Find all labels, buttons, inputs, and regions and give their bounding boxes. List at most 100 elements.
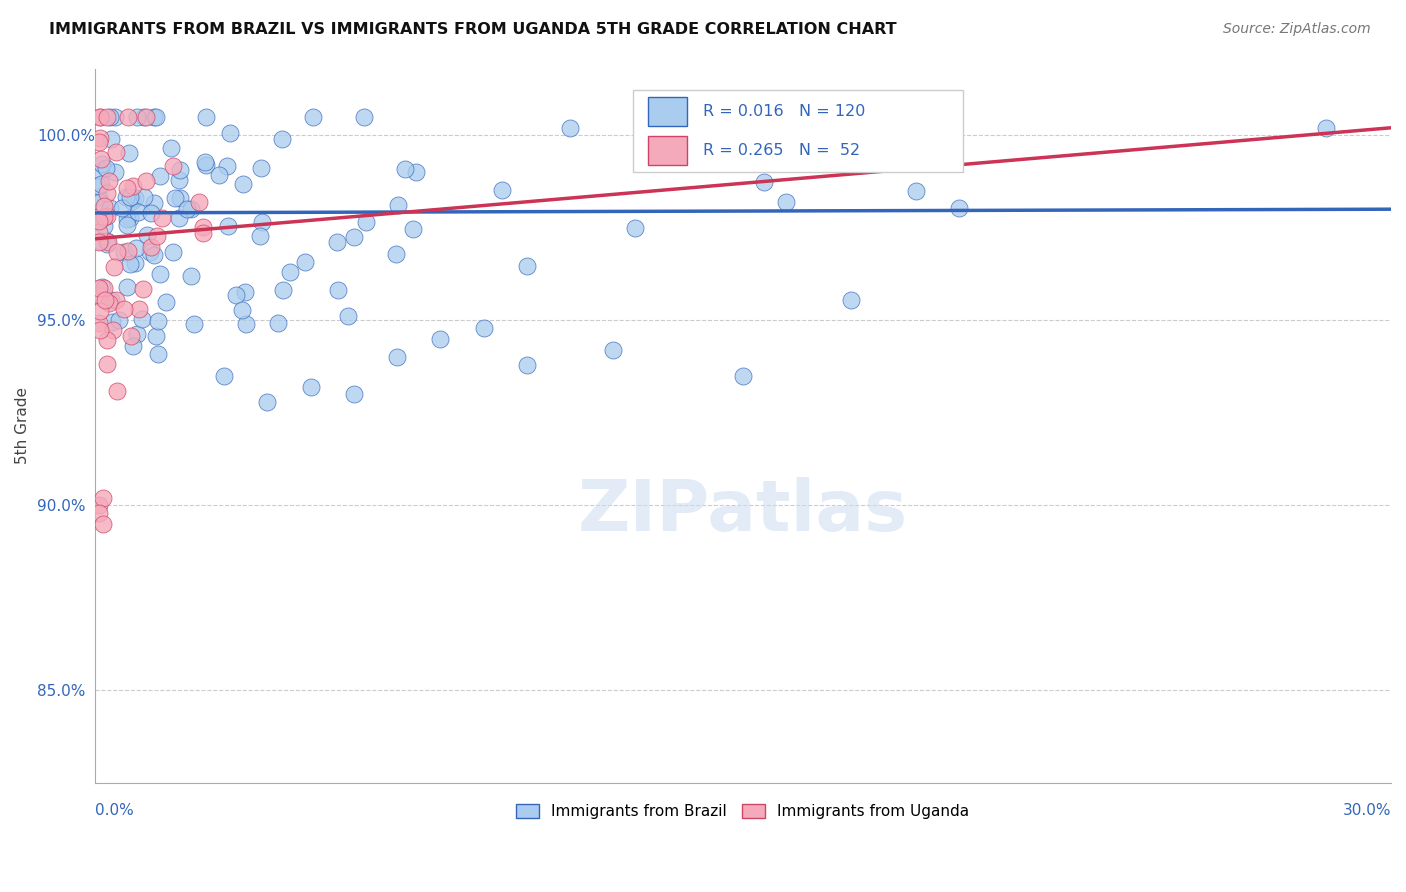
Point: [139, 240, 162, 254]
Point: [136, 227, 159, 242]
Point: [90, 157, 112, 171]
Point: [87, 136, 110, 150]
Point: [294, 254, 316, 268]
Point: [120, 257, 142, 271]
Point: [219, 126, 242, 140]
Point: [135, 110, 157, 124]
Point: [96, 186, 118, 201]
Point: [139, 244, 162, 259]
Point: [754, 176, 776, 190]
Point: [188, 195, 211, 210]
Point: [117, 244, 139, 259]
Point: [117, 211, 139, 226]
Text: R = 0.016   N = 120: R = 0.016 N = 120: [703, 103, 865, 119]
Point: [302, 110, 325, 124]
Bar: [648, 97, 688, 126]
Point: [98, 174, 121, 188]
Point: [176, 202, 198, 217]
Point: [731, 368, 754, 383]
Point: [148, 314, 170, 328]
Point: [385, 246, 408, 260]
Point: [101, 323, 124, 337]
Point: [558, 120, 581, 135]
Point: [87, 316, 110, 330]
Point: [225, 288, 247, 302]
Point: [87, 179, 110, 194]
Point: [149, 169, 172, 183]
Point: [839, 293, 862, 308]
Point: [96, 357, 118, 371]
Point: [516, 259, 538, 273]
Point: [107, 245, 129, 260]
Point: [270, 132, 292, 146]
Point: [233, 285, 256, 299]
Point: [183, 317, 205, 331]
Point: [394, 161, 416, 176]
Point: [117, 110, 139, 124]
Point: [472, 320, 495, 334]
Point: [110, 201, 132, 215]
Point: [132, 110, 155, 124]
Point: [89, 110, 111, 124]
Point: [101, 315, 124, 329]
Point: [100, 293, 122, 307]
Y-axis label: 5th Grade: 5th Grade: [15, 387, 30, 464]
Bar: [648, 136, 688, 165]
Point: [103, 110, 125, 124]
Point: [124, 192, 146, 206]
Point: [120, 211, 142, 226]
Point: [120, 328, 142, 343]
Point: [904, 184, 927, 198]
Point: [193, 154, 215, 169]
Point: [796, 110, 818, 124]
Text: 0.0%: 0.0%: [94, 803, 134, 818]
Point: [115, 181, 138, 195]
Point: [623, 221, 645, 235]
Point: [89, 110, 111, 124]
Point: [87, 281, 110, 295]
Point: [280, 264, 302, 278]
Point: [132, 190, 155, 204]
Point: [169, 191, 191, 205]
Point: [775, 194, 797, 209]
Point: [87, 190, 110, 204]
Point: [103, 260, 125, 274]
Point: [602, 343, 624, 357]
Point: [115, 219, 138, 233]
Point: [142, 248, 165, 262]
Point: [89, 323, 111, 337]
Point: [98, 202, 121, 216]
Point: [131, 312, 153, 326]
Point: [97, 235, 120, 249]
Point: [128, 301, 150, 316]
Point: [169, 163, 191, 178]
Point: [167, 211, 190, 225]
Point: [87, 225, 110, 239]
Point: [96, 209, 118, 223]
Point: [96, 234, 118, 248]
Point: [155, 295, 177, 310]
Point: [87, 499, 110, 513]
Point: [96, 333, 118, 347]
Point: [948, 201, 970, 215]
Point: [405, 165, 427, 179]
Point: [93, 281, 115, 295]
Point: [89, 195, 111, 210]
Point: [162, 159, 184, 173]
Text: 30.0%: 30.0%: [1343, 803, 1391, 818]
Point: [98, 110, 121, 124]
Point: [194, 158, 217, 172]
Point: [112, 302, 135, 317]
Point: [96, 237, 118, 252]
Point: [91, 279, 114, 293]
Point: [160, 141, 183, 155]
Point: [105, 384, 128, 398]
Point: [121, 194, 143, 208]
Point: [89, 234, 111, 248]
Text: ZIPatlas: ZIPatlas: [578, 477, 908, 546]
Point: [385, 351, 408, 365]
Point: [337, 309, 360, 323]
Point: [132, 282, 155, 296]
Point: [256, 394, 278, 409]
Point: [354, 215, 377, 229]
